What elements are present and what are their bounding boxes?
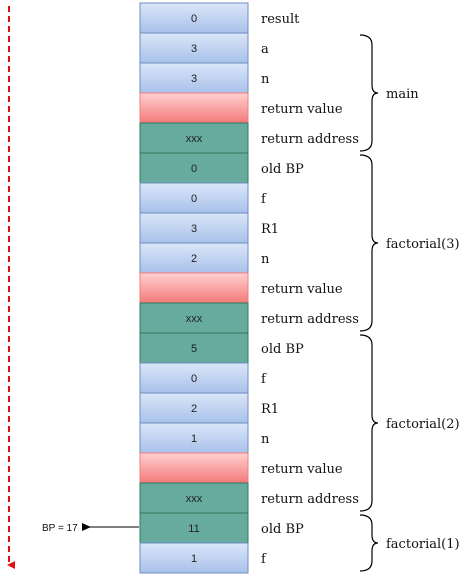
- cell-label: return value: [261, 282, 343, 297]
- frame-groups: main factorial(3) factorial(2) factorial(1): [360, 35, 460, 571]
- cell-label: f: [261, 192, 267, 207]
- cell-value: 1: [191, 433, 197, 445]
- bp-label: BP = 17: [42, 523, 78, 534]
- cell-box: [140, 453, 248, 483]
- cell-label: f: [261, 552, 267, 567]
- cell-value: 0: [191, 193, 197, 205]
- cell-value: xxx: [186, 313, 203, 325]
- cell-label: n: [261, 252, 270, 267]
- cell-value: 3: [191, 43, 197, 55]
- cell-label: R1: [261, 222, 279, 237]
- cell-box: [140, 273, 248, 303]
- frame-group: factorial(3): [360, 155, 460, 331]
- frame-label: factorial(1): [386, 537, 460, 552]
- cell-value: 0: [191, 373, 197, 385]
- frame-label: factorial(2): [386, 417, 460, 432]
- cell-label: return address: [261, 312, 359, 327]
- cell-value: xxx: [186, 493, 203, 505]
- cell-label: return address: [261, 492, 359, 507]
- cell-value: 11: [188, 523, 199, 535]
- cell-label: return address: [261, 132, 359, 147]
- stack-cell: xxx return address: [140, 123, 359, 153]
- stack-cell: 3 R1: [140, 213, 279, 243]
- frame-group: factorial(1): [360, 515, 460, 571]
- cell-value: 2: [191, 253, 197, 265]
- brace: [360, 515, 378, 571]
- frame-group: main: [360, 35, 419, 151]
- stack-cell: 0 old BP: [140, 153, 304, 183]
- cell-value: 0: [191, 13, 197, 25]
- stack-cell: 0 result: [140, 3, 300, 33]
- cell-label: n: [261, 432, 270, 447]
- brace: [360, 35, 378, 151]
- stack-cell: 2 R1: [140, 393, 279, 423]
- stack-cell: 11 old BP: [140, 513, 304, 543]
- cell-label: result: [261, 12, 300, 27]
- cell-label: old BP: [261, 342, 304, 357]
- cell-value: xxx: [186, 133, 203, 145]
- cell-value: 1: [191, 553, 197, 565]
- brace: [360, 155, 378, 331]
- stack-cell: return value: [140, 273, 343, 303]
- cell-label: a: [261, 42, 269, 57]
- stack-cell: return value: [140, 93, 343, 123]
- cell-label: R1: [261, 402, 279, 417]
- cell-label: return value: [261, 102, 343, 117]
- frame-label: main: [386, 87, 419, 102]
- cell-label: n: [261, 72, 270, 87]
- cell-value: 0: [191, 163, 197, 175]
- cell-value: 5: [191, 343, 197, 355]
- cell-label: f: [261, 372, 267, 387]
- cell-label: old BP: [261, 162, 304, 177]
- stack-cell: 5 old BP: [140, 333, 304, 363]
- stack-cell: return value: [140, 453, 343, 483]
- cell-box: [140, 93, 248, 123]
- cell-value: 2: [191, 403, 197, 415]
- cell-value: 3: [191, 73, 197, 85]
- cell-label: return value: [261, 462, 343, 477]
- brace: [360, 335, 378, 511]
- cell-label: old BP: [261, 522, 304, 537]
- stack-cell: xxx return address: [140, 303, 359, 333]
- stack-cell: xxx return address: [140, 483, 359, 513]
- frame-label: factorial(3): [386, 237, 460, 252]
- cell-value: 3: [191, 223, 197, 235]
- bp-pointer: BP = 17: [42, 523, 139, 534]
- frame-group: factorial(2): [360, 335, 460, 511]
